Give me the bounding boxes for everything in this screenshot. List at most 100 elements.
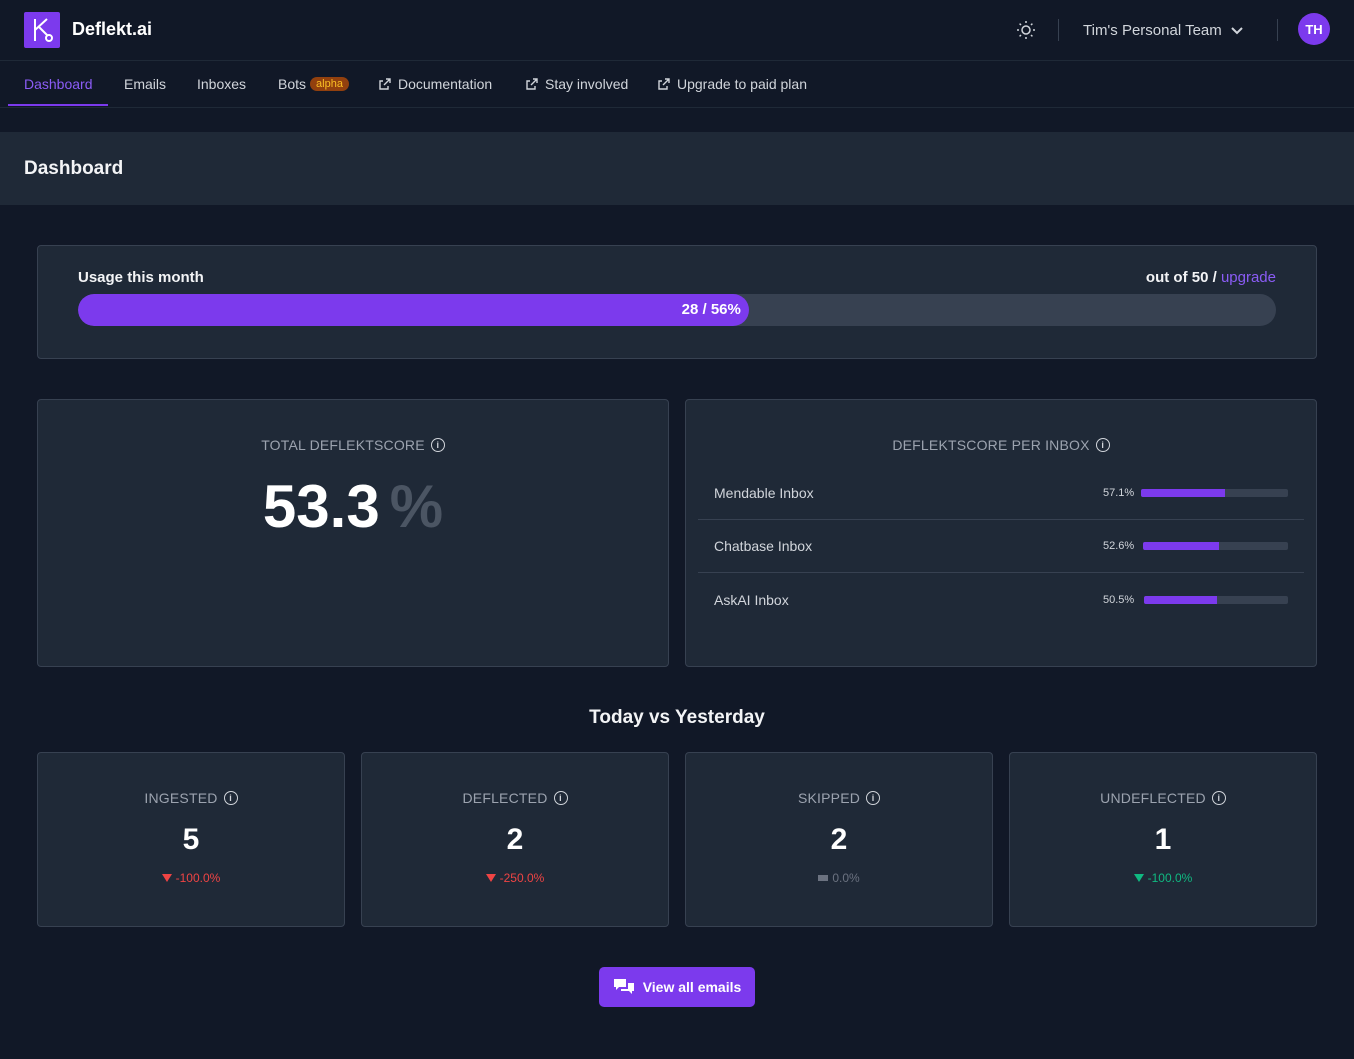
- inbox-score-bar: [1143, 542, 1288, 550]
- divider: [1058, 19, 1059, 41]
- chevron-down-icon: [1231, 27, 1243, 35]
- metric-card-deflected: DEFLECTED i 2 -250.0%: [361, 752, 669, 927]
- section-title: Today vs Yesterday: [589, 707, 765, 728]
- view-all-emails-button[interactable]: View all emails: [599, 967, 755, 1007]
- metric-title: SKIPPED i: [686, 790, 992, 806]
- usage-progress-text: 28 / 56%: [681, 301, 741, 318]
- inbox-name: Mendable Inbox: [714, 485, 814, 501]
- theme-toggle-button[interactable]: [1014, 18, 1038, 42]
- metric-card-ingested: INGESTED i 5 -100.0%: [37, 752, 345, 927]
- nav-item-dashboard[interactable]: Dashboard: [24, 61, 93, 107]
- usage-limit-text: out of 50 /: [1145, 269, 1217, 286]
- top-bar: Deflekt.ai Tim's Personal Team TH: [0, 0, 1354, 61]
- inbox-pct: 57.1%: [1103, 487, 1135, 499]
- total-score-title: TOTAL DEFLEKTSCORE i: [38, 437, 668, 453]
- inbox-score-fill: [1141, 489, 1225, 497]
- score-number: 53.3: [262, 473, 380, 540]
- logo-icon[interactable]: [24, 12, 60, 48]
- nav-label: Bots: [278, 76, 307, 92]
- total-score-card: TOTAL DEFLEKTSCORE i 53.3%: [37, 399, 669, 667]
- trend-flat-icon: [818, 875, 829, 881]
- metric-value: 5: [182, 823, 200, 856]
- metric-change: 0.0%: [686, 871, 992, 885]
- info-icon[interactable]: i: [223, 791, 238, 805]
- chat-bubbles-icon: [613, 979, 634, 994]
- inbox-name: AskAI Inbox: [714, 591, 789, 608]
- metric-card-skipped: SKIPPED i 2 0.0%: [685, 752, 993, 927]
- nav-label: Emails: [124, 76, 167, 92]
- info-icon[interactable]: i: [553, 791, 568, 805]
- nav-item-upgrade[interactable]: Upgrade to paid plan: [657, 61, 807, 107]
- metric-change: -100.0%: [1010, 871, 1316, 885]
- metric-change-value: -250.0%: [499, 871, 545, 885]
- metric-label: SKIPPED: [797, 790, 861, 806]
- usage-progress-fill: 28 / 56%: [78, 294, 749, 326]
- divider: [1277, 19, 1278, 41]
- per-inbox-label: DEFLEKTSCORE PER INBOX: [892, 437, 1090, 453]
- nav-label: Stay involved: [545, 76, 629, 92]
- trend-down-icon: [161, 874, 172, 882]
- info-icon[interactable]: i: [1095, 438, 1110, 452]
- team-name: Tim's Personal Team: [1083, 21, 1222, 39]
- nav-item-emails[interactable]: Emails: [124, 61, 166, 107]
- metric-label: DEFLECTED: [462, 790, 548, 806]
- metric-label: INGESTED: [144, 790, 218, 806]
- metric-title: DEFLECTED i: [362, 790, 668, 806]
- external-link-icon: [658, 78, 670, 90]
- nav-label: Documentation: [398, 76, 493, 92]
- external-link-icon: [526, 78, 538, 90]
- nav-label: Inboxes: [197, 76, 247, 92]
- nav-label: Upgrade to paid plan: [677, 76, 807, 92]
- alpha-badge: alpha: [310, 77, 349, 91]
- trend-down-icon: [485, 874, 496, 882]
- inbox-score-bar: [1141, 489, 1288, 497]
- per-inbox-card: DEFLEKTSCORE PER INBOX i Mendable Inbox …: [685, 399, 1317, 667]
- nav-item-bots[interactable]: Bots alpha: [278, 61, 349, 107]
- team-selector[interactable]: Tim's Personal Team: [1083, 19, 1244, 41]
- inbox-row[interactable]: AskAI Inbox 50.5%: [698, 573, 1304, 626]
- main-nav: Dashboard Emails Inboxes Bots alpha Docu…: [0, 61, 1354, 108]
- nav-item-stay-involved[interactable]: Stay involved: [525, 61, 628, 107]
- metric-label: UNDEFLECTED: [1100, 790, 1206, 806]
- metric-title: INGESTED i: [38, 790, 344, 806]
- usage-progress-bar: 28 / 56%: [78, 294, 1276, 326]
- info-icon[interactable]: i: [430, 438, 445, 452]
- view-all-emails-label: View all emails: [642, 979, 742, 995]
- metric-title: UNDEFLECTED i: [1010, 790, 1316, 806]
- info-icon[interactable]: i: [866, 791, 881, 805]
- metric-value: 2: [506, 823, 524, 856]
- metric-value: 1: [1154, 823, 1172, 856]
- nav-item-documentation[interactable]: Documentation: [378, 61, 492, 107]
- page-title: Dashboard: [24, 158, 124, 179]
- per-inbox-title: DEFLEKTSCORE PER INBOX i: [686, 437, 1316, 453]
- upgrade-link[interactable]: upgrade: [1220, 269, 1276, 286]
- sun-icon: [1017, 21, 1035, 39]
- nav-label: Dashboard: [24, 76, 93, 92]
- external-link-icon: [379, 78, 391, 90]
- usage-limit: out of 50 / upgrade: [1146, 269, 1276, 286]
- inbox-name: Chatbase Inbox: [714, 538, 813, 554]
- inbox-row[interactable]: Chatbase Inbox 52.6%: [698, 520, 1304, 573]
- page-header: Dashboard: [0, 132, 1354, 205]
- metric-change-value: -100.0%: [1147, 871, 1193, 885]
- usage-label: Usage this month: [78, 269, 204, 286]
- metric-card-undeflected: UNDEFLECTED i 1 -100.0%: [1009, 752, 1317, 927]
- usage-card: Usage this month out of 50 / upgrade 28 …: [37, 245, 1317, 359]
- metric-change: -250.0%: [362, 871, 668, 885]
- avatar[interactable]: TH: [1298, 13, 1330, 45]
- metric-change-value: -100.0%: [175, 871, 221, 885]
- inbox-row[interactable]: Mendable Inbox 57.1%: [698, 467, 1304, 520]
- inbox-pct: 52.6%: [1103, 540, 1135, 552]
- active-tab-indicator: [8, 104, 108, 106]
- inbox-score-bar: [1144, 595, 1288, 604]
- total-score-label: TOTAL DEFLEKTSCORE: [261, 437, 425, 453]
- score-unit: %: [389, 473, 444, 540]
- metric-change-value: 0.0%: [832, 871, 860, 885]
- brand-name[interactable]: Deflekt.ai: [72, 19, 153, 39]
- inbox-pct: 50.5%: [1103, 593, 1135, 606]
- metric-change: -100.0%: [38, 871, 344, 885]
- metric-value: 2: [830, 823, 848, 856]
- inbox-score-fill: [1144, 595, 1217, 604]
- nav-item-inboxes[interactable]: Inboxes: [197, 61, 246, 107]
- info-icon[interactable]: i: [1211, 791, 1226, 805]
